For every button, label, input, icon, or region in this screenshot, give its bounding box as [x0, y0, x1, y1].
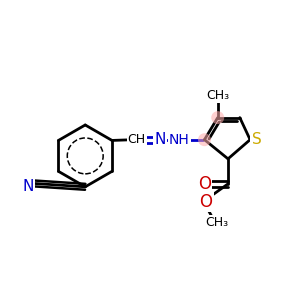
Text: O: O: [198, 175, 211, 193]
Text: N: N: [154, 132, 166, 147]
Text: CH₃: CH₃: [206, 89, 229, 102]
Text: CH₃: CH₃: [205, 216, 228, 229]
Text: N: N: [22, 179, 34, 194]
Text: O: O: [200, 193, 212, 211]
Text: NH: NH: [169, 133, 190, 147]
Circle shape: [211, 111, 224, 124]
Text: S: S: [252, 132, 262, 147]
Text: CH: CH: [128, 133, 146, 146]
Circle shape: [198, 133, 211, 146]
